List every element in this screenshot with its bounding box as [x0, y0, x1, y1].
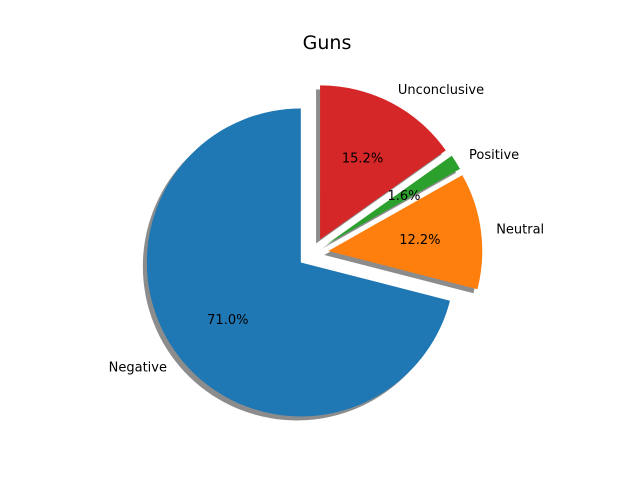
- slice-label-positive: Positive: [469, 148, 519, 163]
- pie-slice-negative: [146, 108, 450, 417]
- pie-slice-positive: [326, 155, 461, 245]
- pie-slice-unconclusive: [320, 85, 446, 240]
- slice-label-unconclusive: Unconclusive: [398, 83, 484, 98]
- pie-slices: [146, 85, 483, 417]
- pie-slice-neutral: [328, 175, 483, 290]
- chart-title: Guns: [303, 32, 352, 54]
- slice-percent-negative: 71.0%: [207, 313, 248, 328]
- slice-percent-neutral: 12.2%: [399, 233, 440, 248]
- slice-percent-positive: 1.6%: [388, 189, 421, 204]
- slice-percent-unconclusive: 15.2%: [342, 151, 383, 166]
- slice-label-neutral: Neutral: [496, 223, 544, 238]
- slice-label-negative: Negative: [109, 360, 167, 375]
- slice-labels: Negative 71.0% Neutral 12.2% Positive 1.6% Unc…: [109, 83, 545, 375]
